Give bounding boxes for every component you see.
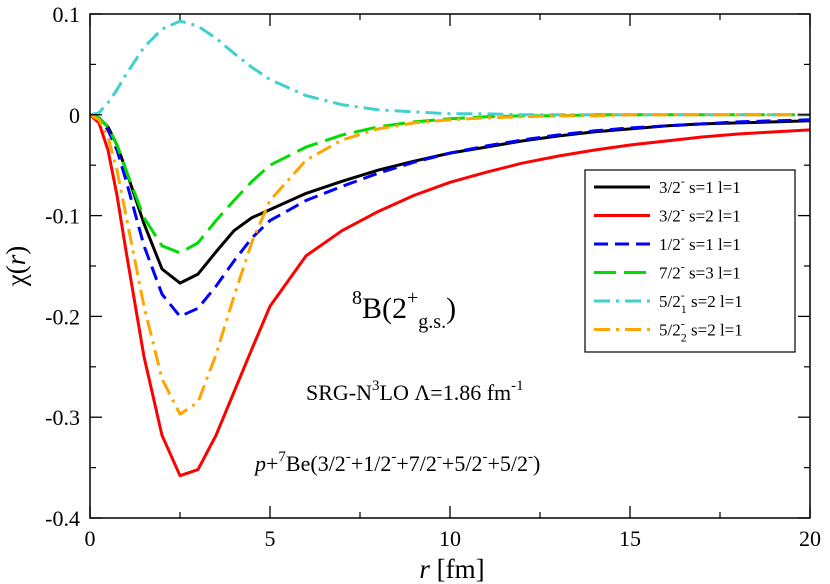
x-tick-label: 15 (619, 526, 641, 551)
legend-label-sub: 1 (681, 302, 687, 316)
legend-label-sup: - (681, 317, 685, 331)
legend-label-sub: 2 (681, 331, 687, 345)
legend: 3/2- s=1 l=13/2- s=2 l=11/2- s=1 l=17/2-… (584, 169, 796, 353)
legend-items: 3/2- s=1 l=13/2- s=2 l=11/2- s=1 l=17/2-… (594, 174, 743, 345)
legend-label-rest: s=1 l=1 (685, 235, 741, 254)
legend-label-4: 7/2- s=3 l=1 (659, 260, 741, 283)
channel-annotation: p+7Be(3/2-+1/2-+7/2-+5/2-+5/2-) (253, 449, 540, 476)
nucleus-element: B(2 (362, 292, 407, 325)
channel-plus4: + (487, 451, 499, 476)
series-layer (88, 19, 811, 478)
x-tick-label: 20 (799, 526, 821, 551)
legend-label-j: 7/2 (659, 264, 681, 283)
channel-p5: - (528, 449, 533, 465)
legend-label-rest: s=2 l=1 (687, 321, 743, 340)
y-axis-title-chi: χ( (1, 265, 31, 287)
legend-label-1: 3/2- s=1 l=1 (659, 174, 741, 197)
channel-open: Be( (286, 451, 318, 476)
channel-p4: - (482, 449, 487, 465)
series-line-4 (89, 113, 810, 255)
y-tick-label: -0.2 (45, 304, 80, 329)
legend-box (584, 169, 796, 353)
channel-j1: 3/2 (318, 451, 346, 476)
nucleus-annotation: 8B(2+g.s.) (352, 287, 456, 333)
x-tick-label: 10 (439, 526, 461, 551)
channel-mass: 7 (278, 449, 286, 465)
channel-plus3: + (442, 451, 454, 476)
series-line-2 (88, 113, 811, 478)
y-tick-label: 0.1 (53, 2, 81, 27)
legend-label-3: 1/2- s=1 l=1 (659, 231, 741, 254)
channel-p2: - (391, 449, 396, 465)
y-axis-title: χ(r) (1, 246, 31, 288)
y-tick-label: 0 (69, 103, 80, 128)
interaction-middle: LO Λ=1.86 fm (380, 380, 512, 405)
legend-label-rest: s=3 l=1 (685, 264, 741, 283)
legend-label-j: 3/2 (659, 178, 681, 197)
interaction-annotation: SRG-N3LO Λ=1.86 fm-1 (306, 378, 524, 405)
interaction-order: 3 (372, 378, 380, 394)
legend-label-sup: - (681, 260, 685, 274)
x-axis-title-italic: r (419, 554, 430, 584)
nucleus-mass-number: 8 (352, 287, 362, 309)
series-line-6 (89, 113, 810, 416)
series-line-3 (89, 113, 811, 318)
interaction-unit: -1 (511, 378, 524, 394)
legend-label-j: 5/2 (659, 321, 681, 340)
legend-label-sup: - (681, 203, 685, 217)
nucleus-close: ) (446, 292, 456, 325)
nucleus-state: g.s. (418, 311, 446, 333)
y-tick-label: -0.1 (45, 204, 80, 229)
x-axis-title: r [fm] (419, 554, 484, 584)
legend-label-j: 5/2 (659, 292, 681, 311)
legend-label-rest: s=2 l=1 (685, 207, 741, 226)
legend-label-sup: - (681, 174, 685, 188)
channel-plus2: + (396, 451, 408, 476)
x-tick-label: 5 (265, 526, 276, 551)
nucleus-charge: + (407, 287, 418, 309)
channel-plus1: + (351, 451, 363, 476)
legend-label-6: 5/2-2 s=2 l=1 (659, 317, 743, 345)
ticks-layer: 0 5 10 15 20 0.1 0 -0.1 -0.2 -0.3 -0.4 (45, 2, 821, 551)
channel-j3: 7/2 (409, 451, 437, 476)
y-tick-label: -0.4 (45, 506, 80, 531)
legend-label-j: 3/2 (659, 207, 681, 226)
channel-j5: 5/2 (500, 451, 528, 476)
legend-label-5: 5/2-1 s=2 l=1 (659, 288, 743, 316)
legend-label-rest: s=2 l=1 (687, 292, 743, 311)
legend-label-sup: - (681, 288, 685, 302)
channel-close: ) (533, 451, 540, 476)
channel-p3: - (437, 449, 442, 465)
interaction-prefix: SRG-N (306, 380, 372, 405)
legend-label-2: 3/2- s=2 l=1 (659, 203, 741, 226)
channel-plus: + (266, 451, 278, 476)
x-axis-title-rest: [fm] (430, 554, 485, 584)
channel-j4: 5/2 (454, 451, 482, 476)
y-axis-title-italic: r (1, 254, 31, 265)
y-tick-label: -0.3 (45, 405, 80, 430)
series-line-5 (89, 19, 810, 117)
x-tick-label: 0 (85, 526, 96, 551)
y-axis-title-close: ) (1, 246, 31, 255)
legend-label-rest: s=1 l=1 (685, 178, 741, 197)
channel-p: p (253, 451, 266, 476)
legend-label-sup: - (681, 231, 685, 245)
channel-j2: 1/2 (363, 451, 391, 476)
channel-p1: - (346, 449, 351, 465)
legend-label-j: 1/2 (659, 235, 681, 254)
